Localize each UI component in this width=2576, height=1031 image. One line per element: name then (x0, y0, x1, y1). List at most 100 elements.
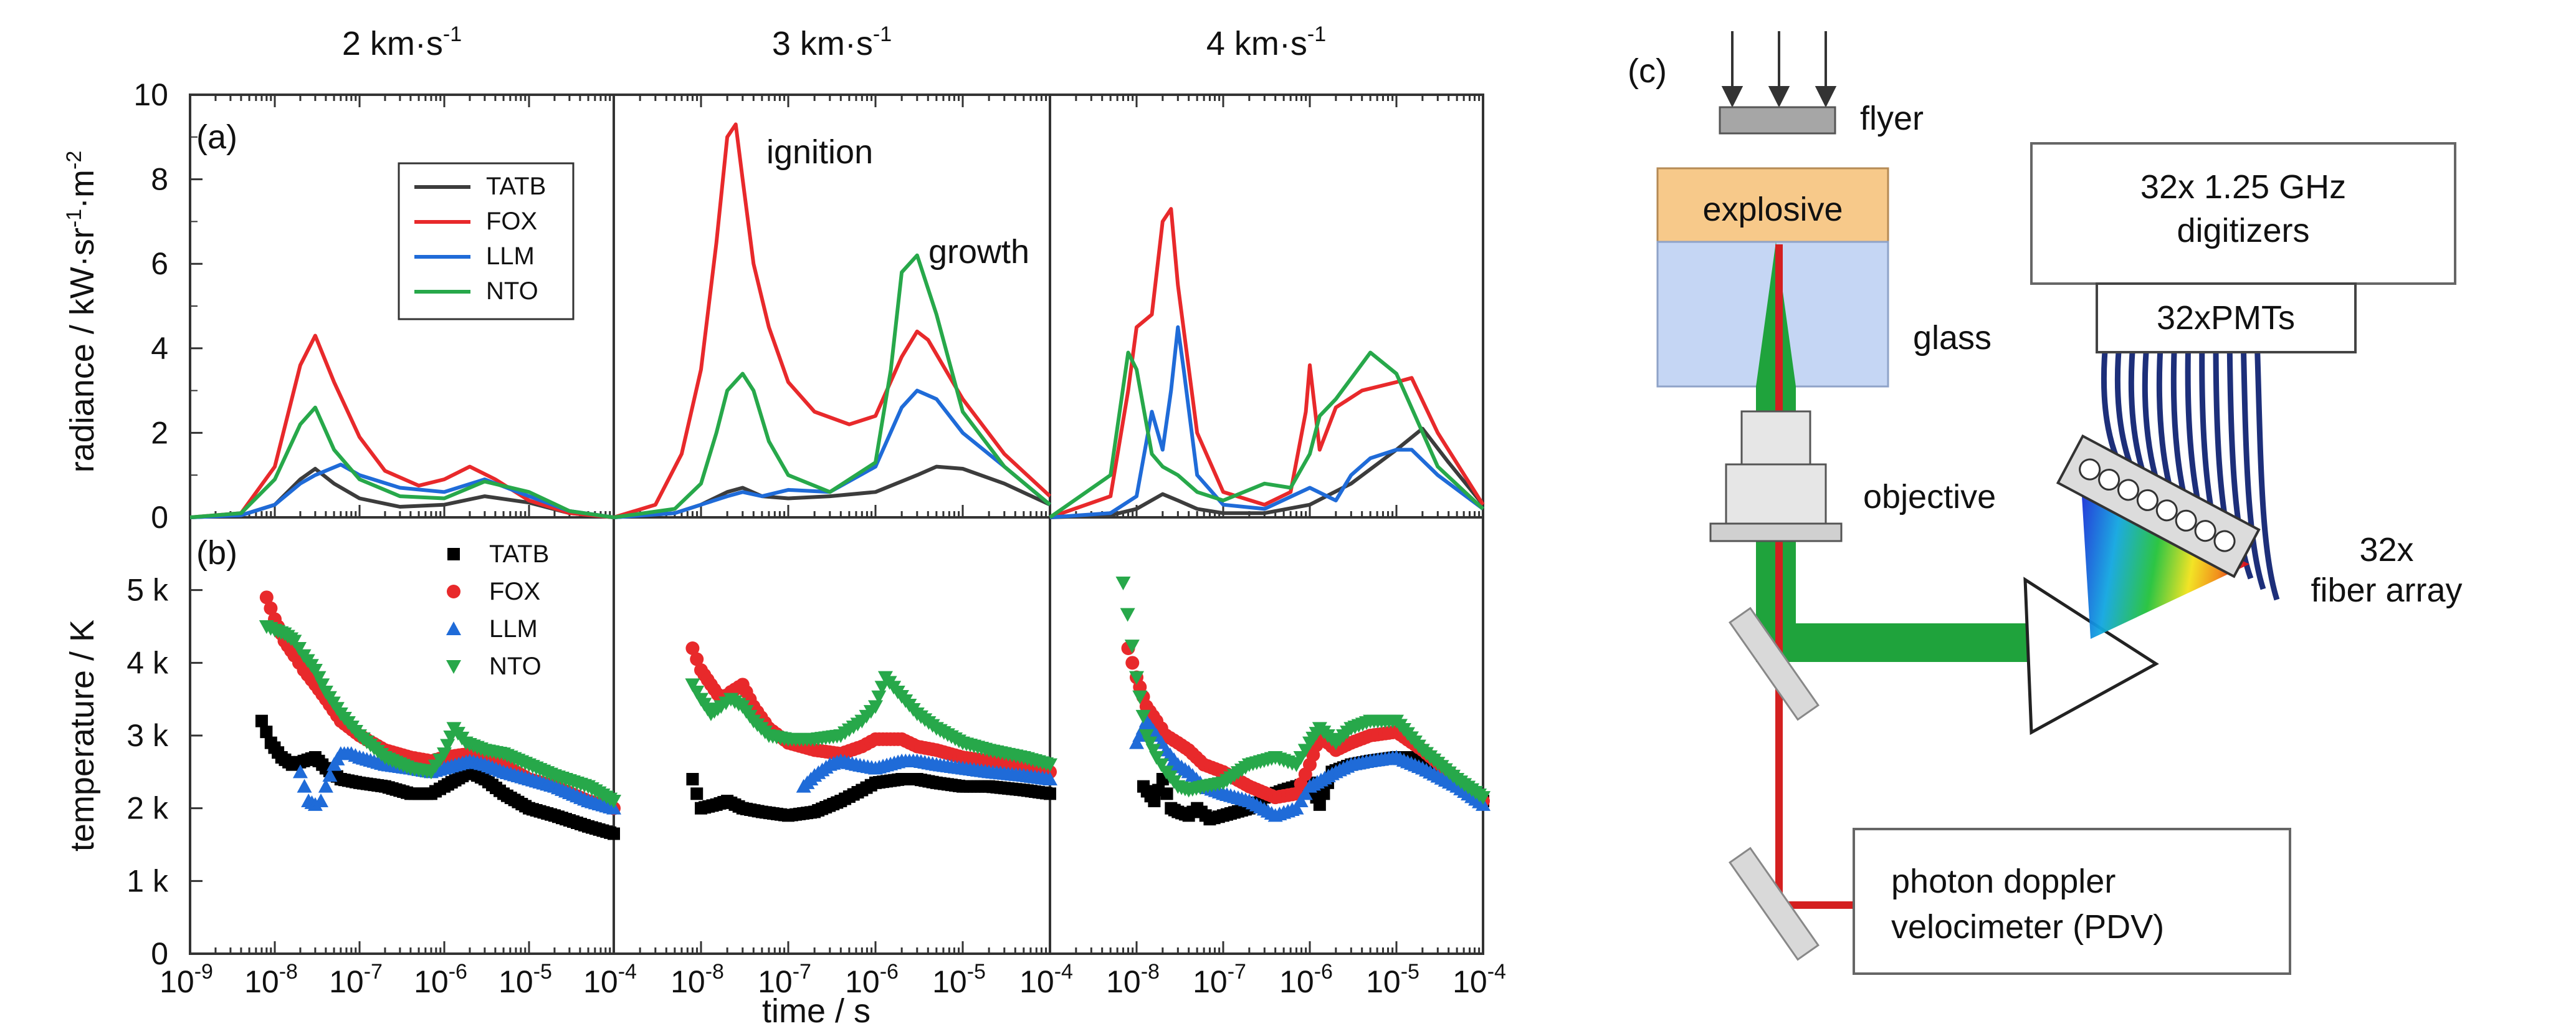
temperature-point-nto (1129, 671, 1144, 685)
temperature-point-nto (311, 671, 327, 685)
fiber-array-label-line2: fiber array (2311, 572, 2462, 609)
temperature-y-tick-label: 0 (151, 936, 168, 971)
temperature-point-llm (313, 794, 328, 807)
annotation-growth: growth (928, 233, 1029, 271)
x-tick-label: 10-5 (499, 960, 552, 999)
radiance-y-tick-label: 10 (133, 77, 168, 112)
temperature-y-tick-label: 2 k (126, 791, 169, 826)
temperature-frame-3 (1049, 516, 1484, 955)
temperature-point-tatb (1044, 787, 1056, 800)
temperature-frame-1 (189, 516, 615, 955)
objective-label: objective (1863, 478, 1996, 516)
chart-labels: 10-9 10-8 10-7 10-6 10-5 10-4 10-8 10-7 10-6 10-5… (62, 22, 1506, 1030)
temperature-point-tatb (686, 773, 699, 785)
x-tick-label: 10-8 (670, 960, 724, 999)
temperature-point-nto (1145, 744, 1161, 758)
temperature-point-fox (264, 601, 278, 615)
velocity-title-3: 4 km·s-1 (1206, 22, 1326, 62)
x-tick-label: 10-5 (1366, 960, 1419, 999)
radiance-line-fox-panel-2 (613, 122, 1052, 519)
temp-legend-marker-llm (446, 621, 461, 635)
dispersed-spectrum (2081, 486, 2249, 639)
x-tick-label: 10-7 (1193, 960, 1246, 999)
temperature-point-fox (690, 652, 704, 666)
legend-label-llm: LLM (486, 242, 535, 270)
temperature-point-nto (1120, 608, 1135, 622)
temperature-point-nto (868, 700, 883, 714)
temperature-y-label: temperature / K (64, 620, 101, 851)
radiance-line-nto-panel-2 (613, 253, 1051, 519)
temperature-point-nto (689, 686, 705, 699)
temperature-point-nto (291, 642, 307, 656)
temperature-point-llm (297, 779, 312, 793)
temp-legend-label-nto: NTO (489, 653, 541, 680)
panel-label-a: (a) (196, 118, 237, 156)
objective-lens-icon (1709, 410, 1843, 542)
temperature-point-nto (685, 678, 700, 693)
temperature-point-nto (1149, 751, 1165, 765)
impact-arrows-icon (1721, 31, 1837, 108)
explosive-label: explosive (1702, 191, 1843, 228)
temperature-y-tick-label: 3 k (126, 718, 169, 753)
panel-label-c: (c) (1628, 52, 1667, 90)
x-axis-label: time / s (762, 992, 871, 1030)
flyer-label: flyer (1860, 100, 1924, 137)
radiance-y-tick-label: 4 (151, 331, 168, 366)
radiance-line-fox-panel-1 (189, 333, 614, 519)
velocity-title-1: 2 km·s-1 (342, 22, 462, 62)
velocity-title-2: 3 km·s-1 (772, 22, 892, 62)
pmts-label: 32xPMTs (2157, 299, 2295, 337)
temperature-point-nto (1138, 729, 1154, 743)
radiance-curves (189, 122, 1485, 519)
x-tick-label: 10-4 (1453, 960, 1506, 999)
temperature-point-llm (292, 764, 308, 779)
temperature-point-nto (307, 664, 323, 678)
temp-legend-marker-nto (446, 660, 461, 674)
temperature-point-tatb (690, 787, 704, 800)
x-tick-label: 10-6 (1279, 960, 1333, 999)
flyer-plate (1719, 106, 1836, 135)
legend-label-tatb: TATB (486, 173, 546, 200)
temperature-point-nto (1135, 709, 1151, 724)
annotation-ignition: ignition (766, 133, 873, 171)
temperature-point-nto (1124, 640, 1140, 654)
radiance-y-label: radiance / kW·sr-1·m-2 (62, 151, 101, 473)
x-tick-label: 10-4 (1019, 960, 1073, 999)
digitizers-label-line2: digitizers (2177, 212, 2309, 249)
green-beam-horizontal (1756, 623, 2039, 662)
temperature-point-nto (1476, 791, 1491, 805)
temperature-point-nto (1153, 758, 1169, 772)
pmts-box (2096, 282, 2357, 353)
temp-legend-marker-tatb (447, 548, 460, 560)
radiance-line-fox-panel-3 (1049, 207, 1485, 519)
temperature-point-nto (871, 690, 887, 704)
temperature-point-nto (1115, 577, 1131, 590)
radiance-line-nto-panel-1 (189, 405, 614, 519)
temperature-point-nto (1142, 736, 1158, 750)
temp-legend-label-fox: FOX (489, 578, 540, 605)
temperature-point-llm (1297, 786, 1313, 800)
x-tick-label: 10-6 (414, 960, 467, 999)
radiance-line-llm-panel-1 (189, 463, 614, 519)
pdv-mirror (1729, 846, 1820, 961)
temperature-y-tick-label: 4 k (126, 645, 169, 680)
temperature-point-tatb (1313, 798, 1326, 811)
pdv-box (1853, 828, 2291, 975)
temperature-point-llm (1289, 800, 1304, 815)
panel-label-b: (b) (196, 534, 237, 572)
radiance-line-llm-panel-2 (613, 388, 1051, 519)
temperature-point-tatb (255, 714, 268, 727)
temperature-point-llm (1293, 794, 1309, 807)
pdv-label-line1: photon doppler (1891, 863, 2116, 900)
temperature-point-nto (287, 635, 302, 649)
x-tick-label: 10-5 (932, 960, 986, 999)
radiance-y-tick-label: 2 (151, 415, 168, 450)
temperature-point-llm (318, 779, 333, 793)
fiber-array-label-line1: 32x (2359, 531, 2413, 568)
temp-legend-marker-fox (447, 585, 460, 598)
temp-legend-label-llm: LLM (489, 615, 538, 643)
temperature-point-nto (1132, 690, 1148, 704)
temperature-point-nto (874, 681, 890, 695)
x-tick-label: 10-8 (1106, 960, 1160, 999)
